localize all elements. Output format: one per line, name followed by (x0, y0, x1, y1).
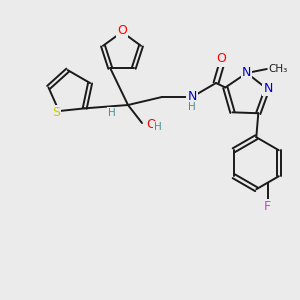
Text: O: O (146, 118, 156, 131)
Text: N: N (242, 65, 251, 79)
Text: O: O (216, 52, 226, 65)
Text: H: H (108, 108, 116, 118)
Text: F: F (264, 200, 271, 213)
Text: O: O (117, 25, 127, 38)
Text: S: S (52, 106, 60, 118)
Text: CH₃: CH₃ (269, 64, 288, 74)
Text: H: H (188, 102, 196, 112)
Text: N: N (187, 91, 197, 103)
Text: N: N (263, 82, 273, 95)
Text: H: H (154, 122, 162, 132)
